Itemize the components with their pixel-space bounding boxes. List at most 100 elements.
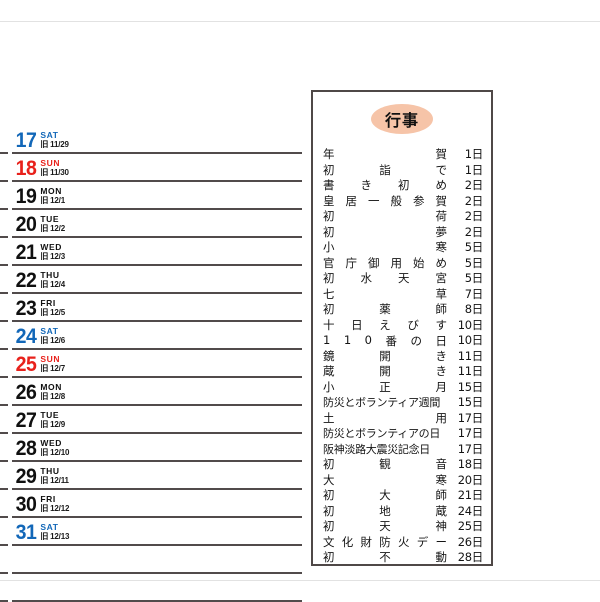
lunar-date: 旧 12/1 (40, 196, 65, 205)
day-of-week: THU (40, 466, 60, 476)
date-cell: 27 TUE 旧 12/9 (14, 410, 66, 431)
event-row[interactable]: 年賀 1日 (323, 146, 483, 162)
day-of-week: SAT (40, 326, 59, 336)
event-row[interactable]: 初夢 2日 (323, 224, 483, 240)
event-row[interactable]: 文化財防火デー 26日 (323, 534, 483, 550)
event-row[interactable]: 防災とボランティアの日 17日 (323, 425, 483, 441)
row-rule (12, 348, 302, 350)
event-row[interactable]: 大寒 20日 (323, 472, 483, 488)
day-of-week: MON (40, 186, 62, 196)
date-row[interactable]: 27 TUE 旧 12/9 (0, 406, 306, 434)
event-day: 28日 (457, 550, 484, 564)
event-name: 初夢 (323, 224, 447, 240)
event-name: 初大師 (323, 487, 447, 503)
date-list: 17 SAT 旧 11/29 18 SUN 旧 11/30 19 MON 旧 12/1 20 TUE… (0, 126, 306, 602)
event-row[interactable]: 初 観 音 18日 (323, 456, 483, 472)
event-name-glyph: 初 (323, 550, 335, 564)
event-name-glyph: 大 (379, 488, 391, 502)
day-number: 25 (15, 353, 37, 376)
event-name-glyph: 師 (435, 302, 448, 316)
event-row[interactable]: 官庁御用始め 5日 (323, 255, 483, 271)
date-row[interactable]: 31 SAT 旧 12/13 (0, 518, 306, 546)
event-row[interactable]: 書 き 初 め 2日 (323, 177, 483, 193)
event-row[interactable]: 初 薬 師 8日 (323, 301, 483, 317)
event-row[interactable]: 皇居一般参賀 2日 (323, 193, 483, 209)
event-name-glyph: 始 (413, 255, 425, 270)
event-name-glyph: え (379, 317, 391, 332)
event-row[interactable]: 小寒 5日 (323, 239, 483, 255)
event-day: 10日 (457, 317, 484, 332)
event-name-glyph: 書 (323, 178, 335, 192)
row-rule-tick (0, 236, 8, 238)
row-rule-tick (0, 208, 8, 210)
date-row[interactable]: 21 WED 旧 12/3 (0, 238, 306, 266)
event-day: 15日 (457, 379, 484, 394)
day-number: 19 (15, 185, 37, 208)
event-row[interactable]: 防災とボランティア週間 15日 (323, 394, 483, 410)
event-name-glyph: 般 (390, 193, 403, 208)
event-row[interactable]: 蔵 開 き 11日 (323, 363, 483, 379)
event-day: 17日 (457, 441, 484, 456)
event-row[interactable]: 鏡 開 き 11日 (323, 348, 483, 364)
date-row[interactable]: 17 SAT 旧 11/29 (0, 126, 306, 154)
date-cell: 21 WED 旧 12/3 (14, 242, 66, 263)
event-name-glyph: 化 (341, 534, 354, 549)
event-row[interactable]: 初 地 蔵 24日 (323, 503, 483, 519)
event-name: 書き初め (323, 177, 447, 193)
event-row[interactable]: 初荷 2日 (323, 208, 483, 224)
event-row[interactable]: 1 1 0 番の日 10日 (323, 332, 483, 348)
event-name-glyph: 初 (323, 162, 335, 177)
day-number: 17 (15, 129, 37, 152)
event-day: 20日 (457, 472, 484, 487)
event-day: 18日 (457, 457, 484, 471)
date-cell: 23 FRI 旧 12/5 (14, 297, 66, 320)
day-number: 23 (15, 297, 37, 320)
event-row[interactable]: 十 日 え び す 10日 (323, 317, 483, 333)
event-row[interactable]: 小 正 月 15日 (323, 379, 483, 395)
row-rule-tick (0, 264, 8, 266)
event-name-glyph: び (407, 317, 419, 332)
event-row[interactable]: 初 不 動 28日 (323, 549, 483, 565)
row-rule-tick (0, 516, 8, 518)
event-row[interactable]: 初 天 神 25日 (323, 518, 483, 534)
date-row[interactable]: 18 SUN 旧 11/30 (0, 154, 306, 182)
date-row[interactable]: 28 WED 旧 12/10 (0, 434, 306, 462)
date-row[interactable]: 22 THU 旧 12/4 (0, 266, 306, 294)
event-name: 十日えびす (323, 317, 447, 333)
date-row[interactable]: 26 MON 旧 12/8 (0, 378, 306, 406)
date-row[interactable]: 20 TUE 旧 12/2 (0, 210, 306, 238)
date-row[interactable]: 29 THU 旧 12/11 (0, 462, 306, 490)
date-row[interactable]: 19 MON 旧 12/1 (0, 182, 306, 210)
date-row-empty[interactable] (0, 546, 306, 574)
event-name: 初詣で (323, 162, 447, 178)
date-row[interactable]: 24 SAT 旧 12/6 (0, 322, 306, 350)
day-info: SUN 旧 12/7 (40, 354, 65, 374)
event-name-glyph: 開 (379, 364, 391, 378)
day-info: SAT 旧 12/13 (40, 522, 69, 542)
date-row[interactable]: 30 FRI 旧 12/12 (0, 490, 306, 518)
day-number: 18 (15, 157, 37, 180)
event-row[interactable]: 初 大 師 21日 (323, 487, 483, 503)
event-name-glyph: 防 (379, 534, 391, 549)
day-number: 30 (15, 493, 37, 516)
date-cell: 31 SAT 旧 12/13 (14, 522, 70, 543)
event-row[interactable]: 阪神淡路大震災記念日 17日 (323, 441, 483, 457)
event-name: 初薬師 (323, 301, 447, 317)
day-info: TUE 旧 12/9 (40, 410, 65, 430)
event-name-glyph: 天 (398, 271, 410, 285)
event-day: 10日 (457, 333, 484, 347)
row-rule (12, 376, 302, 378)
date-row[interactable]: 23 FRI 旧 12/5 (0, 294, 306, 322)
event-name-glyph: 大 (323, 472, 335, 487)
date-row[interactable]: 25 SUN 旧 12/7 (0, 350, 306, 378)
event-row[interactable]: 初 水 天 宮 5日 (323, 270, 483, 286)
event-name-glyph: で (435, 162, 448, 177)
date-cell: 30 FRI 旧 12/12 (14, 493, 70, 516)
event-row[interactable]: 七草 7日 (323, 286, 483, 302)
event-name-glyph: 夢 (435, 224, 448, 239)
event-row[interactable]: 初 詣 で 1日 (323, 162, 483, 178)
row-rule (12, 292, 302, 294)
date-row-empty[interactable] (0, 574, 306, 602)
event-name-glyph: 皇 (323, 193, 335, 208)
event-row[interactable]: 土用 17日 (323, 410, 483, 426)
